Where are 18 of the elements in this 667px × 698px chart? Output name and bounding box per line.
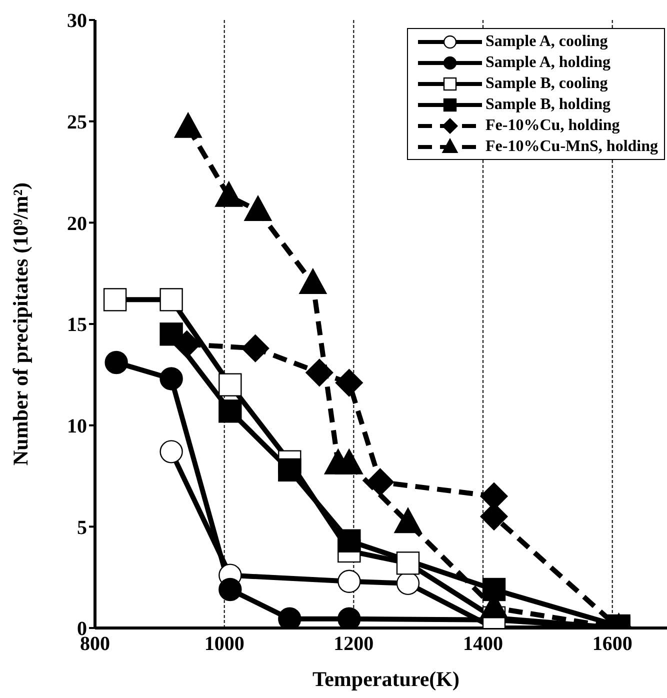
y-tick-label: 10 bbox=[67, 415, 87, 438]
legend-label: Sample A, holding bbox=[486, 54, 610, 72]
x-tick-label: 1000 bbox=[204, 633, 244, 656]
legend-label: Sample A, cooling bbox=[486, 32, 608, 50]
legend-label: Fe-10%Cu-MnS, holding bbox=[486, 138, 658, 156]
x-axis-title: Temperature(K) bbox=[312, 667, 460, 691]
y-tick-label: 20 bbox=[67, 212, 87, 235]
legend-label: Sample B, cooling bbox=[486, 74, 608, 92]
y-tick-label: 5 bbox=[77, 516, 87, 539]
x-tick-label: 1200 bbox=[334, 633, 374, 656]
y-tick-label: 25 bbox=[67, 111, 87, 134]
legend-label: Sample B, holding bbox=[486, 96, 610, 114]
y-axis-title: Number of precipitates (10⁹/m²) bbox=[8, 182, 32, 466]
y-tick-label: 30 bbox=[67, 10, 87, 32]
x-tick-label: 1400 bbox=[463, 633, 503, 656]
legend-label: Fe-10%Cu, holding bbox=[486, 116, 620, 134]
x-tick-label: 1600 bbox=[592, 633, 632, 656]
y-tick-label: 15 bbox=[67, 314, 87, 336]
